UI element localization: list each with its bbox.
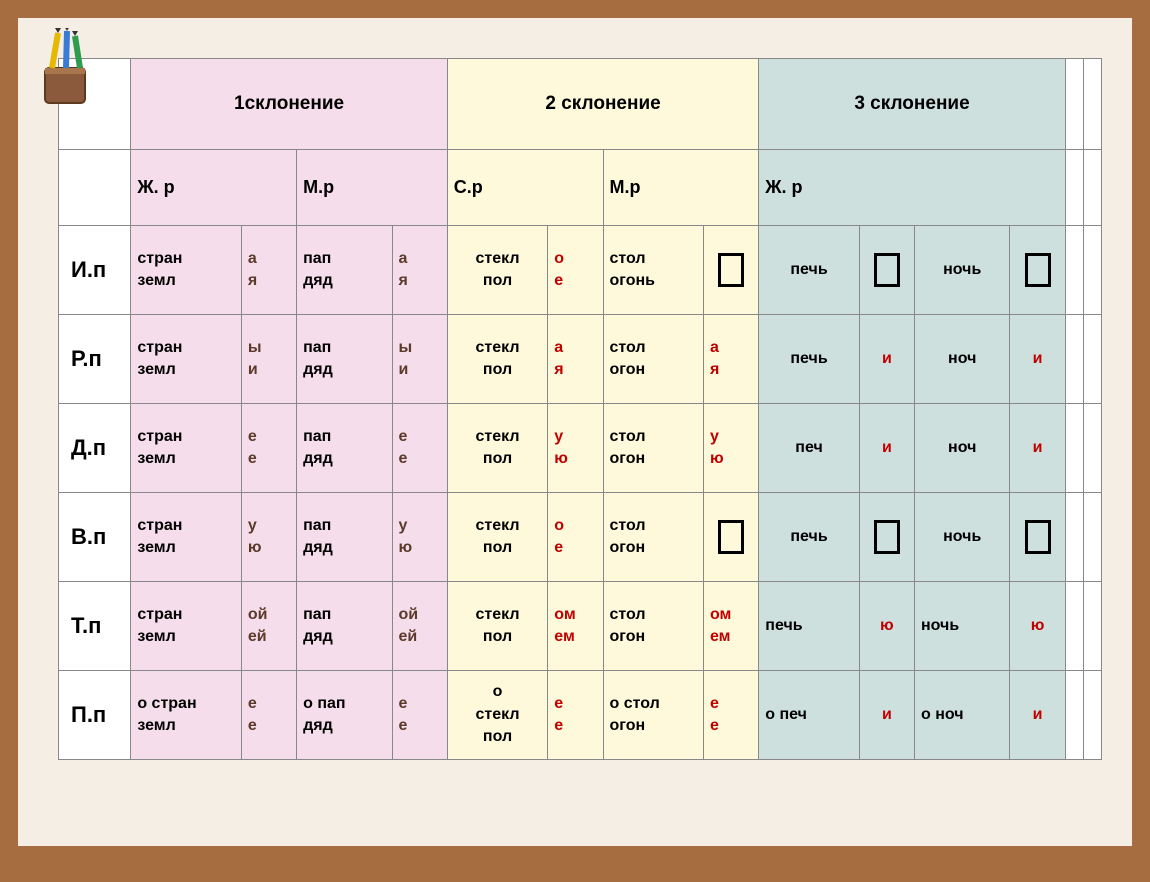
null-ending bbox=[703, 226, 758, 315]
null-ending bbox=[1010, 226, 1065, 315]
row-dp: Д.п странземл ее папдяд ее стеклпол ую с… bbox=[59, 404, 1102, 493]
gender-sr: С.р bbox=[447, 150, 603, 226]
stem-cell: печь bbox=[759, 226, 859, 315]
row-rp: Р.п странземл ыи папдяд ыи стеклпол ая с… bbox=[59, 315, 1102, 404]
ending-cell: ая bbox=[392, 226, 447, 315]
stem-cell: странземл bbox=[131, 226, 242, 315]
header-d2: 2 склонение bbox=[447, 59, 758, 150]
declension-table: 1склонение 2 склонение 3 склонение Ж. р … bbox=[58, 58, 1102, 760]
header-d3: 3 склонение bbox=[759, 59, 1065, 150]
case-dp: Д.п bbox=[59, 404, 131, 493]
stem-cell: папдяд bbox=[297, 226, 392, 315]
gender-mr1: М.р bbox=[297, 150, 448, 226]
gender-row: Ж. р М.р С.р М.р Ж. р bbox=[59, 150, 1102, 226]
row-tp: Т.п странземл ойей папдяд ойей стеклпол … bbox=[59, 582, 1102, 671]
case-pp: П.п bbox=[59, 671, 131, 760]
pencils-icon bbox=[30, 28, 100, 108]
stem-cell: ночь bbox=[915, 226, 1010, 315]
case-ip: И.п bbox=[59, 226, 131, 315]
row-vp: В.п странземл ую папдяд ую стеклпол ое с… bbox=[59, 493, 1102, 582]
stem-cell: стологонь bbox=[603, 226, 703, 315]
ending-cell: ая bbox=[241, 226, 296, 315]
header-d1: 1склонение bbox=[131, 59, 447, 150]
row-ip: И.п странземл ая папдяд ая стеклпол ое с… bbox=[59, 226, 1102, 315]
gender-zhr1: Ж. р bbox=[131, 150, 297, 226]
header-row: 1склонение 2 склонение 3 склонение bbox=[59, 59, 1102, 150]
gender-zhr2: Ж. р bbox=[759, 150, 1065, 226]
case-tp: Т.п bbox=[59, 582, 131, 671]
gender-mr2: М.р bbox=[603, 150, 759, 226]
null-ending bbox=[859, 226, 914, 315]
ending-cell: ое bbox=[548, 226, 603, 315]
row-pp: П.п о странземл ее о папдяд ее остеклпол… bbox=[59, 671, 1102, 760]
case-vp: В.п bbox=[59, 493, 131, 582]
stem-cell: стеклпол bbox=[447, 226, 547, 315]
case-rp: Р.п bbox=[59, 315, 131, 404]
